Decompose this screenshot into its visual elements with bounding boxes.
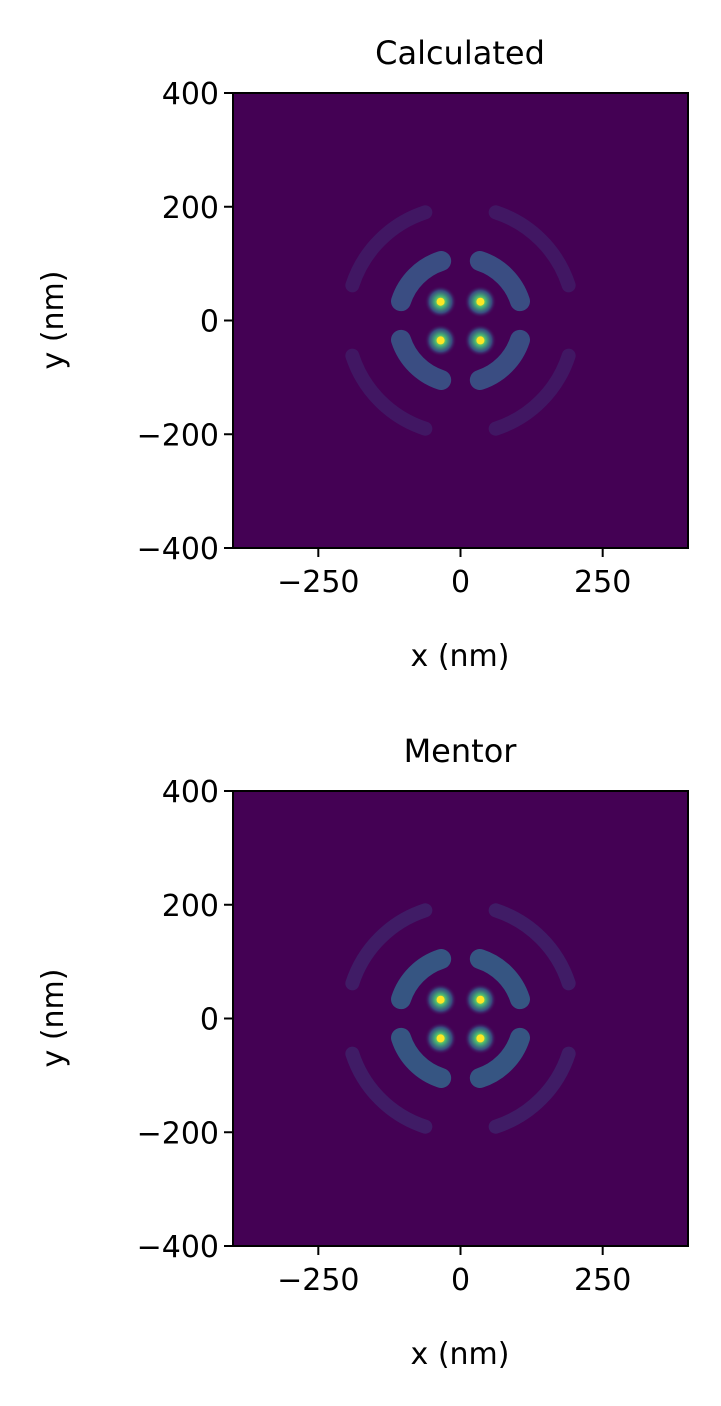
ring-arc (469, 1027, 530, 1088)
lobe-peak (476, 297, 485, 306)
y-tick-label: 200 (162, 191, 219, 226)
x-tick-label: 250 (574, 1263, 631, 1298)
x-axis-label: x (nm) (411, 639, 510, 674)
diffraction-ring (345, 903, 576, 1134)
y-tick-label: 0 (200, 1003, 219, 1038)
ring-arc (488, 1046, 576, 1134)
x-tick-label: 250 (574, 565, 631, 600)
diffraction-ring (391, 949, 530, 1088)
y-tick-label: −400 (137, 1230, 219, 1265)
x-axis-label: x (nm) (411, 1337, 510, 1372)
lobe-peak (476, 1034, 485, 1043)
x-axis-ticks: −250 0 250 (277, 548, 631, 600)
ring-arc (488, 903, 576, 991)
ring-arc (391, 251, 452, 312)
y-axis-label: y (nm) (36, 969, 71, 1068)
lobe-peak (436, 336, 445, 345)
chart-panel-mentor: Mentor −250 0 250 400 200 0 −200 −400 x (nm) y… (36, 732, 689, 1372)
lobe-peak (436, 297, 445, 306)
x-tick-label: −250 (277, 565, 359, 600)
ring-arc (391, 949, 452, 1010)
ring-arc (391, 329, 452, 390)
x-axis-ticks: −250 0 250 (277, 1246, 631, 1298)
ring-arc (469, 251, 530, 312)
heatmap-background (233, 93, 688, 548)
ring-arc (488, 205, 576, 293)
x-tick-label: −250 (277, 1263, 359, 1298)
ring-arc (345, 205, 433, 293)
ring-arc (469, 329, 530, 390)
y-axis-ticks: 400 200 0 −200 −400 (137, 77, 233, 567)
ring-arc (391, 1027, 452, 1088)
heatmap-plot (232, 790, 689, 1247)
chart-panel-calculated: Calculated −250 0 250 400 200 0 −200 −400 x (n… (36, 34, 689, 674)
ring-arc (469, 949, 530, 1010)
y-tick-label: 400 (162, 77, 219, 112)
y-tick-label: 400 (162, 775, 219, 810)
lobe-peak (476, 995, 485, 1004)
y-axis-label: y (nm) (36, 271, 71, 370)
diffraction-ring (391, 251, 530, 390)
y-tick-label: −200 (137, 1116, 219, 1151)
x-tick-label: 0 (451, 1263, 470, 1298)
lobe-peak (476, 336, 485, 345)
y-tick-label: −200 (137, 418, 219, 453)
lobe-peak (436, 995, 445, 1004)
lobe-peak (436, 1034, 445, 1043)
diffraction-ring (345, 205, 576, 436)
chart-title: Mentor (404, 732, 518, 770)
y-axis-ticks: 400 200 0 −200 −400 (137, 775, 233, 1265)
heatmap-background (233, 791, 688, 1246)
heatmap-plot (232, 92, 689, 549)
ring-arc (345, 1046, 433, 1134)
ring-arc (345, 348, 433, 436)
y-tick-label: −400 (137, 532, 219, 567)
ring-arc (488, 348, 576, 436)
ring-arc (345, 903, 433, 991)
x-tick-label: 0 (451, 565, 470, 600)
y-tick-label: 200 (162, 889, 219, 924)
y-tick-label: 0 (200, 305, 219, 340)
chart-title: Calculated (375, 34, 545, 72)
